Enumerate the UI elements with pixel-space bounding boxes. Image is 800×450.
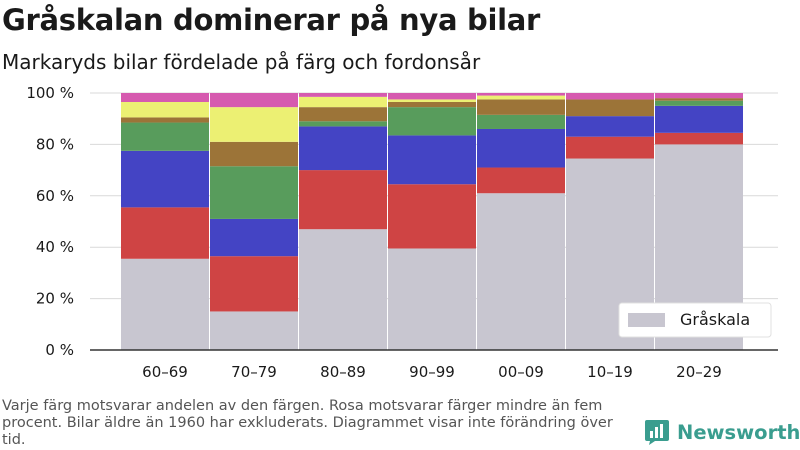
chart-title: Gråskalan dominerar på nya bilar (2, 3, 541, 37)
bar-segment (655, 98, 743, 101)
bar-segment (477, 114, 565, 129)
y-tick-label: 100 % (26, 84, 74, 102)
bar-segment (121, 117, 209, 123)
bar-segment (388, 248, 476, 350)
bar-segment (299, 107, 387, 122)
legend-box (618, 302, 772, 338)
bar-segment (388, 99, 476, 102)
bar-segment (477, 99, 565, 115)
bar-segment (388, 184, 476, 249)
bar-segment (299, 96, 387, 108)
bar-segment (121, 258, 209, 350)
x-tick-label: 70–79 (231, 363, 277, 381)
bar-segment (388, 135, 476, 185)
bar-segment (477, 193, 565, 350)
bar-segment (299, 229, 387, 350)
bar-segment (388, 101, 476, 108)
x-tick-label: 60–69 (142, 363, 188, 381)
footnote: Varje färg motsvarar andelen av den färg… (2, 398, 613, 448)
bar-segment (566, 116, 654, 137)
y-tick-label: 20 % (36, 290, 74, 308)
newsworthy-logo-icon (645, 420, 669, 445)
bar-segment (299, 126, 387, 171)
brand-name: Newsworthy (677, 421, 800, 444)
bar-segment (210, 218, 298, 257)
bar-segment (477, 95, 565, 100)
legend-label-graskala: Gråskala (680, 310, 750, 329)
bar-segment (477, 93, 565, 96)
bar-segment (566, 136, 654, 159)
y-tick-label: 60 % (36, 187, 74, 205)
bar-segment (477, 167, 565, 194)
x-tick-label: 90–99 (409, 363, 455, 381)
x-tick-label: 20–29 (676, 363, 722, 381)
y-tick-label: 40 % (36, 238, 74, 256)
bar-segment (210, 93, 298, 108)
bar-segment (121, 93, 209, 102)
stacked-bar-chart: 0 % 20 % 40 % 60 % 80 % 100 % 60–69 70–79 80–89 9… (26, 84, 778, 381)
bar-segment (210, 166, 298, 219)
legend-swatch-graskala (628, 313, 665, 327)
y-tick-label: 80 % (36, 135, 74, 153)
bar-segment (655, 132, 743, 145)
bar-segment (210, 107, 298, 142)
bar-segment (655, 100, 743, 106)
bar-segment (655, 105, 743, 133)
bar-segment (566, 93, 654, 100)
y-tick-label: 0 % (45, 341, 74, 359)
bar-segment (566, 99, 654, 117)
x-tick-label: 80–89 (320, 363, 366, 381)
bar-segment (388, 107, 476, 136)
bar-segment (299, 93, 387, 97)
x-tick-label: 00–09 (498, 363, 544, 381)
bar-segment (299, 121, 387, 127)
bar-segment (210, 256, 298, 312)
brand-logo: Newsworthy (644, 419, 800, 446)
bar-segment (299, 170, 387, 230)
bar-segment (477, 128, 565, 168)
bar-segment (121, 101, 209, 118)
bar-segment (388, 93, 476, 100)
bar-segment (210, 141, 298, 167)
bar-segment (121, 122, 209, 151)
chart-subtitle: Markaryds bilar fördelade på färg och fo… (2, 50, 481, 74)
bar-segment (121, 207, 209, 259)
bar-segment (121, 150, 209, 208)
bar-segment (655, 93, 743, 99)
x-tick-label: 10–19 (587, 363, 633, 381)
bar-segment (210, 311, 298, 350)
